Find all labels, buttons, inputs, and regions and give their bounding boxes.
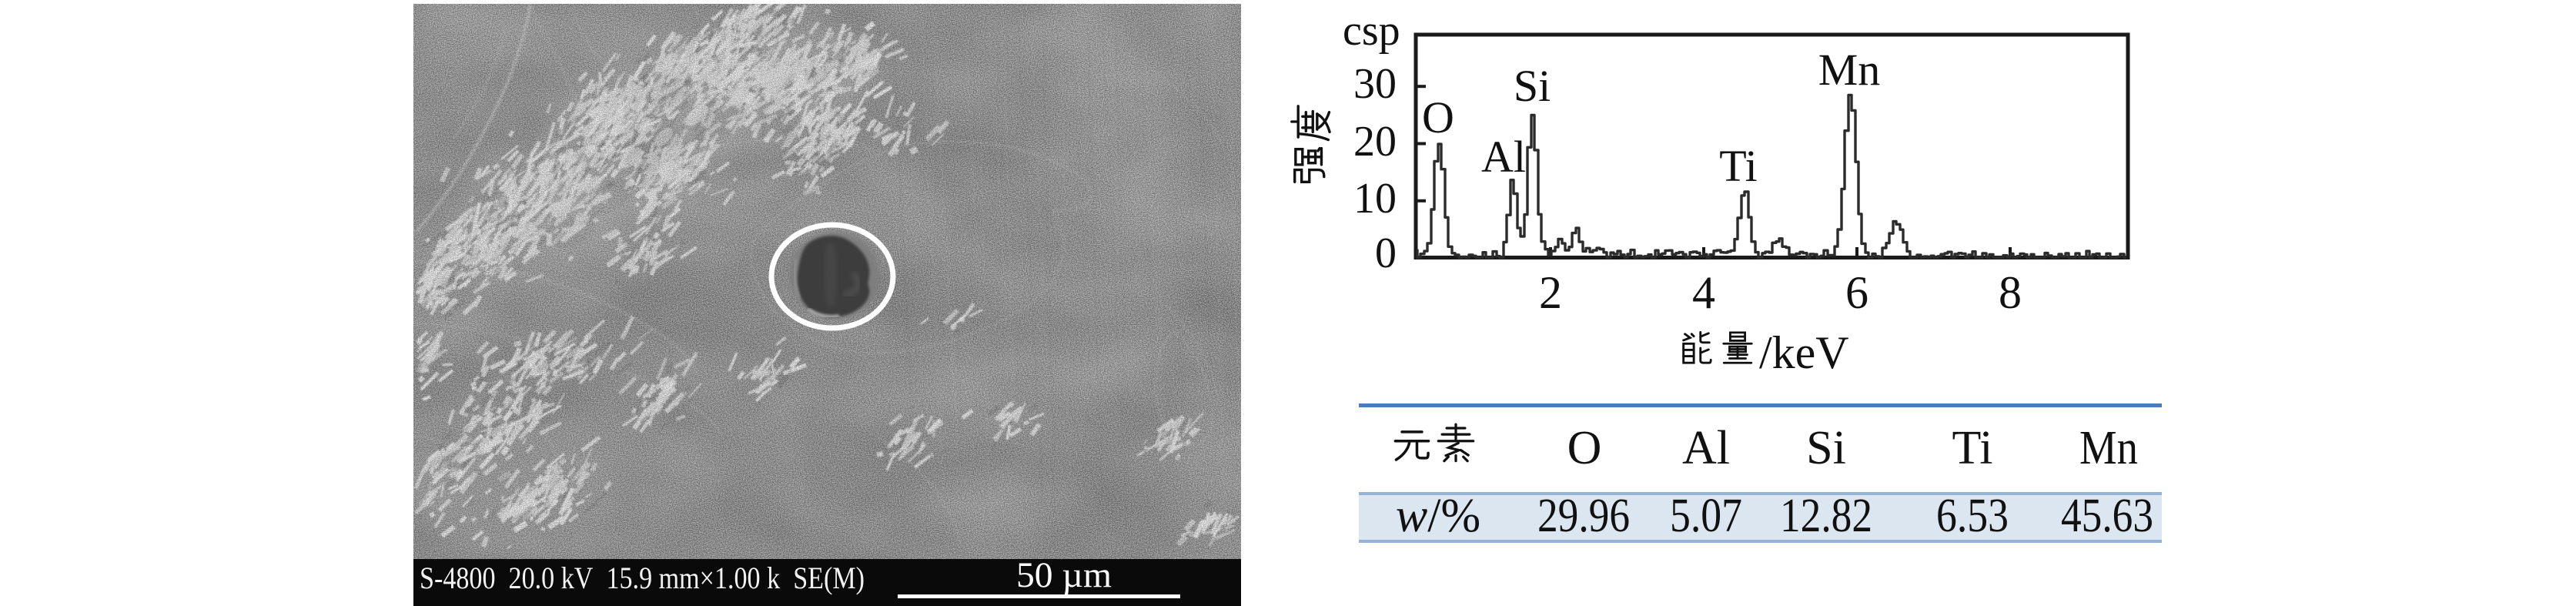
svg-text:10: 10	[1353, 175, 1397, 223]
svg-text:12.82: 12.82	[1780, 490, 1872, 542]
svg-text:Si: Si	[1514, 61, 1551, 111]
svg-text:Al: Al	[1682, 422, 1730, 474]
svg-text:Mn: Mn	[1818, 45, 1881, 95]
svg-text:Si: Si	[1806, 422, 1846, 474]
svg-text:20: 20	[1353, 118, 1397, 166]
svg-text:w/%: w/%	[1396, 490, 1480, 542]
svg-text:6.53: 6.53	[1936, 490, 2009, 542]
svg-text:2: 2	[1539, 267, 1562, 318]
svg-text:29.96: 29.96	[1537, 490, 1630, 542]
svg-text:8: 8	[1999, 267, 2022, 318]
svg-text:Mn: Mn	[2079, 422, 2138, 474]
svg-text:/keV: /keV	[1759, 327, 1849, 378]
svg-text:4: 4	[1692, 267, 1715, 318]
svg-text:S-4800 20.0 kV 15.9 mm×1.00: S-4800 20.0 kV 15.9 mm×1.00 k SE(M)	[420, 561, 865, 595]
svg-text:30: 30	[1353, 60, 1397, 108]
svg-text:Al: Al	[1481, 132, 1526, 182]
svg-text:6: 6	[1845, 267, 1868, 318]
svg-text:5.07: 5.07	[1670, 490, 1742, 542]
svg-text:0: 0	[1375, 229, 1397, 277]
svg-text:45.63: 45.63	[2061, 490, 2153, 542]
svg-text:csp: csp	[1343, 7, 1400, 55]
svg-text:O: O	[1567, 422, 1602, 474]
svg-text:Ti: Ti	[1952, 422, 1993, 474]
svg-text:O: O	[1422, 92, 1454, 142]
svg-text:50 µm: 50 µm	[1016, 555, 1112, 595]
svg-text:Ti: Ti	[1719, 141, 1758, 191]
